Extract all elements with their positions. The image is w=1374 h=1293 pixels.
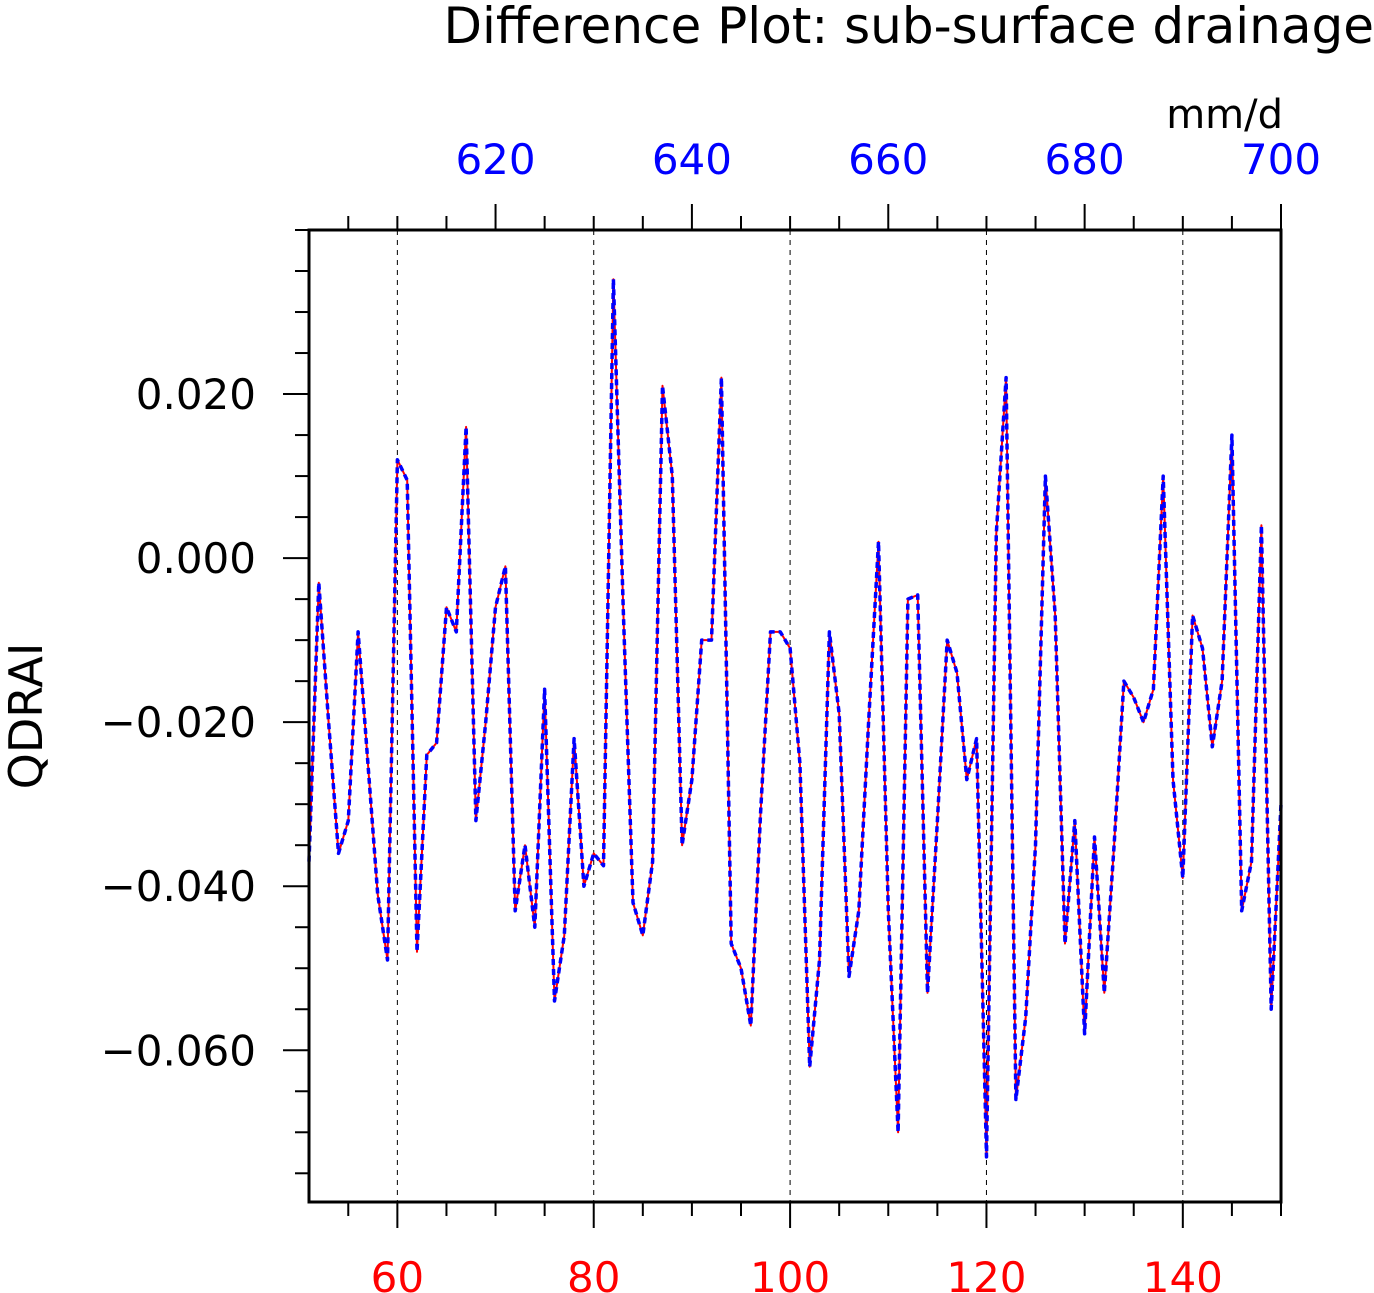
x-tick-label: 60 (371, 1253, 424, 1293)
x-top-tick-label: 640 (652, 135, 732, 184)
y-tick-label: 0.020 (136, 370, 256, 419)
x-top-tick-label: 660 (848, 135, 928, 184)
y-axis-label: QDRAI (0, 643, 53, 790)
series-line-2 (307, 277, 1283, 1159)
x-top-tick-label: 700 (1241, 135, 1321, 184)
y-tick-label: −0.040 (101, 862, 256, 911)
grid-layer (396, 230, 1184, 1202)
y-tick-label: −0.060 (101, 1026, 256, 1075)
x-tick-label: 80 (567, 1253, 620, 1293)
tick-layer (283, 204, 1282, 1228)
y-tick-label: 0.000 (136, 534, 256, 583)
x-top-tick-label: 620 (455, 135, 535, 184)
x-tick-label: 100 (750, 1253, 830, 1293)
label-layer: 60 80 100 120 140 620 640 660 680 700 0.020 0.000 −0… (101, 135, 1322, 1293)
units-label: mm/d (1166, 92, 1283, 138)
x-tick-label: 140 (1143, 1253, 1223, 1293)
y-tick-label: −0.020 (101, 698, 256, 747)
x-tick-label: 120 (946, 1253, 1026, 1293)
plot-frame (307, 228, 1283, 1204)
chart-title: Difference Plot: sub-surface drainage (444, 0, 1374, 55)
series-layer (307, 277, 1283, 1159)
x-top-tick-label: 680 (1045, 135, 1125, 184)
